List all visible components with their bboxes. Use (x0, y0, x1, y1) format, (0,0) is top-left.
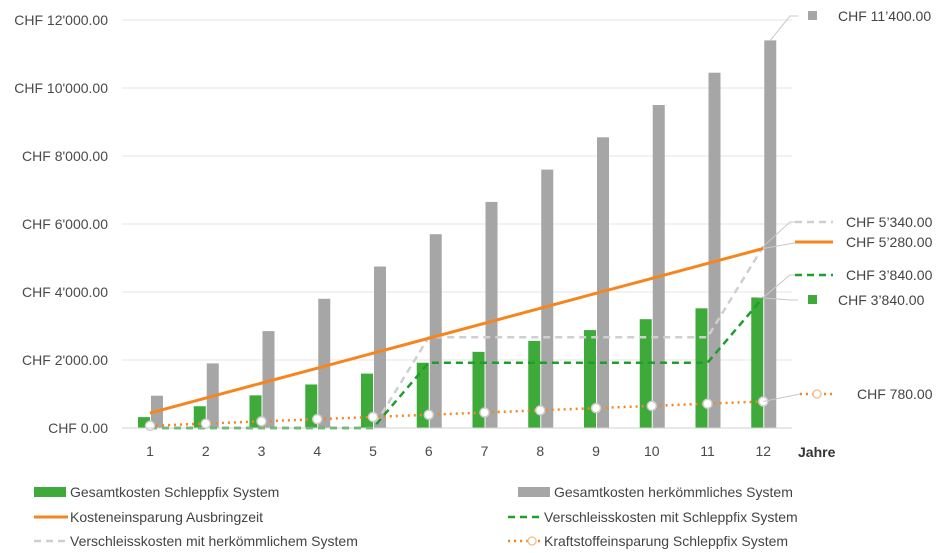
data-point-marker (535, 405, 546, 416)
callout-leader (769, 15, 798, 41)
bar (764, 40, 777, 429)
bar (485, 201, 498, 428)
x-tick-label: 4 (313, 443, 321, 459)
lines (144, 245, 769, 432)
y-tick-label: CHF 4'000.00 (22, 284, 108, 300)
x-tick-label: 7 (481, 443, 489, 459)
x-axis-unit-label: Jahre (798, 444, 836, 460)
legend-label: Verschleisskosten mit herkömmlichem Syst… (70, 533, 358, 549)
legend-label: Kosteneinsparung Ausbringzeit (70, 509, 263, 525)
data-point-marker (423, 409, 434, 420)
data-point-marker (312, 413, 323, 425)
callout-value-label: CHF 3’840.00 (846, 267, 933, 283)
bar (374, 266, 386, 428)
legend: Gesamtkosten Schleppfix System Gesamtkost… (34, 484, 798, 549)
series-line (149, 400, 764, 428)
y-tick-label: CHF 2'000.00 (22, 352, 108, 368)
callout-value-label: CHF 5’340.00 (846, 214, 933, 230)
callout-leader (763, 393, 801, 402)
end-value-callouts: CHF 11’400.00 CHF 5’340.00 CHF 5’280.00 CHF… (757, 8, 933, 402)
data-point-marker (479, 407, 490, 418)
x-tick-label: 11 (700, 443, 715, 459)
series-line (150, 296, 765, 430)
bar (708, 72, 721, 428)
bar (541, 169, 554, 428)
axes: Jahre CHF 0.00 CHF 2'000.00 CHF 4'000.00 CH… (14, 12, 835, 460)
x-tick-label: 9 (592, 443, 600, 459)
callout-value-label: CHF 780.00 (857, 386, 933, 402)
bars (138, 40, 777, 429)
bar (262, 331, 275, 428)
y-tick-label: CHF 0.00 (48, 420, 108, 436)
bar (652, 105, 665, 428)
x-tick-label: 8 (536, 443, 544, 459)
gridlines (122, 19, 792, 429)
callout-marker (808, 11, 817, 20)
x-tick-label: 3 (258, 443, 266, 459)
callout-marker (808, 295, 817, 304)
data-point-marker (144, 420, 156, 432)
bar (639, 319, 652, 428)
legend-label: Gesamtkosten Schleppfix System (70, 484, 279, 500)
x-tick-label: 12 (755, 443, 771, 459)
y-tick-label: CHF 8'000.00 (22, 148, 108, 164)
bar (429, 234, 442, 428)
legend-label: Kraftstoffeinsparung Schleppfix System (544, 533, 788, 549)
callout-value-label: CHF 3’840.00 (838, 292, 925, 308)
legend-swatch (34, 487, 66, 497)
y-tick-label: CHF 6'000.00 (22, 216, 108, 232)
callout-value-label: CHF 11’400.00 (838, 8, 931, 24)
legend-swatch (518, 487, 550, 497)
data-point-marker (590, 402, 602, 414)
callout-leader (763, 241, 801, 249)
x-tick-label: 10 (644, 443, 660, 459)
data-point-marker (200, 418, 211, 429)
bar (318, 298, 331, 428)
callout-marker (812, 389, 822, 399)
legend-swatch (527, 536, 537, 546)
data-point-marker (256, 416, 267, 427)
data-point-marker (367, 411, 379, 423)
data-point-marker (702, 398, 713, 409)
legend-label: Verschleisskosten mit Schleppfix System (544, 509, 798, 525)
x-tick-label: 2 (202, 443, 210, 459)
bar (695, 308, 708, 428)
callout-leader (757, 296, 798, 301)
x-tick-label: 1 (146, 443, 154, 459)
data-point-marker (646, 400, 657, 412)
bar (751, 297, 764, 428)
bar (597, 137, 609, 429)
x-tick-label: 6 (425, 443, 433, 459)
x-tick-label: 5 (369, 443, 377, 459)
series-line (149, 247, 764, 415)
callout-value-label: CHF 5’280.00 (846, 234, 933, 250)
legend-label: Gesamtkosten herkömmliches System (554, 484, 793, 500)
y-tick-label: CHF 12'000.00 (14, 12, 108, 28)
bar (584, 330, 596, 428)
bar (138, 417, 150, 428)
y-tick-label: CHF 10'000.00 (14, 80, 108, 96)
